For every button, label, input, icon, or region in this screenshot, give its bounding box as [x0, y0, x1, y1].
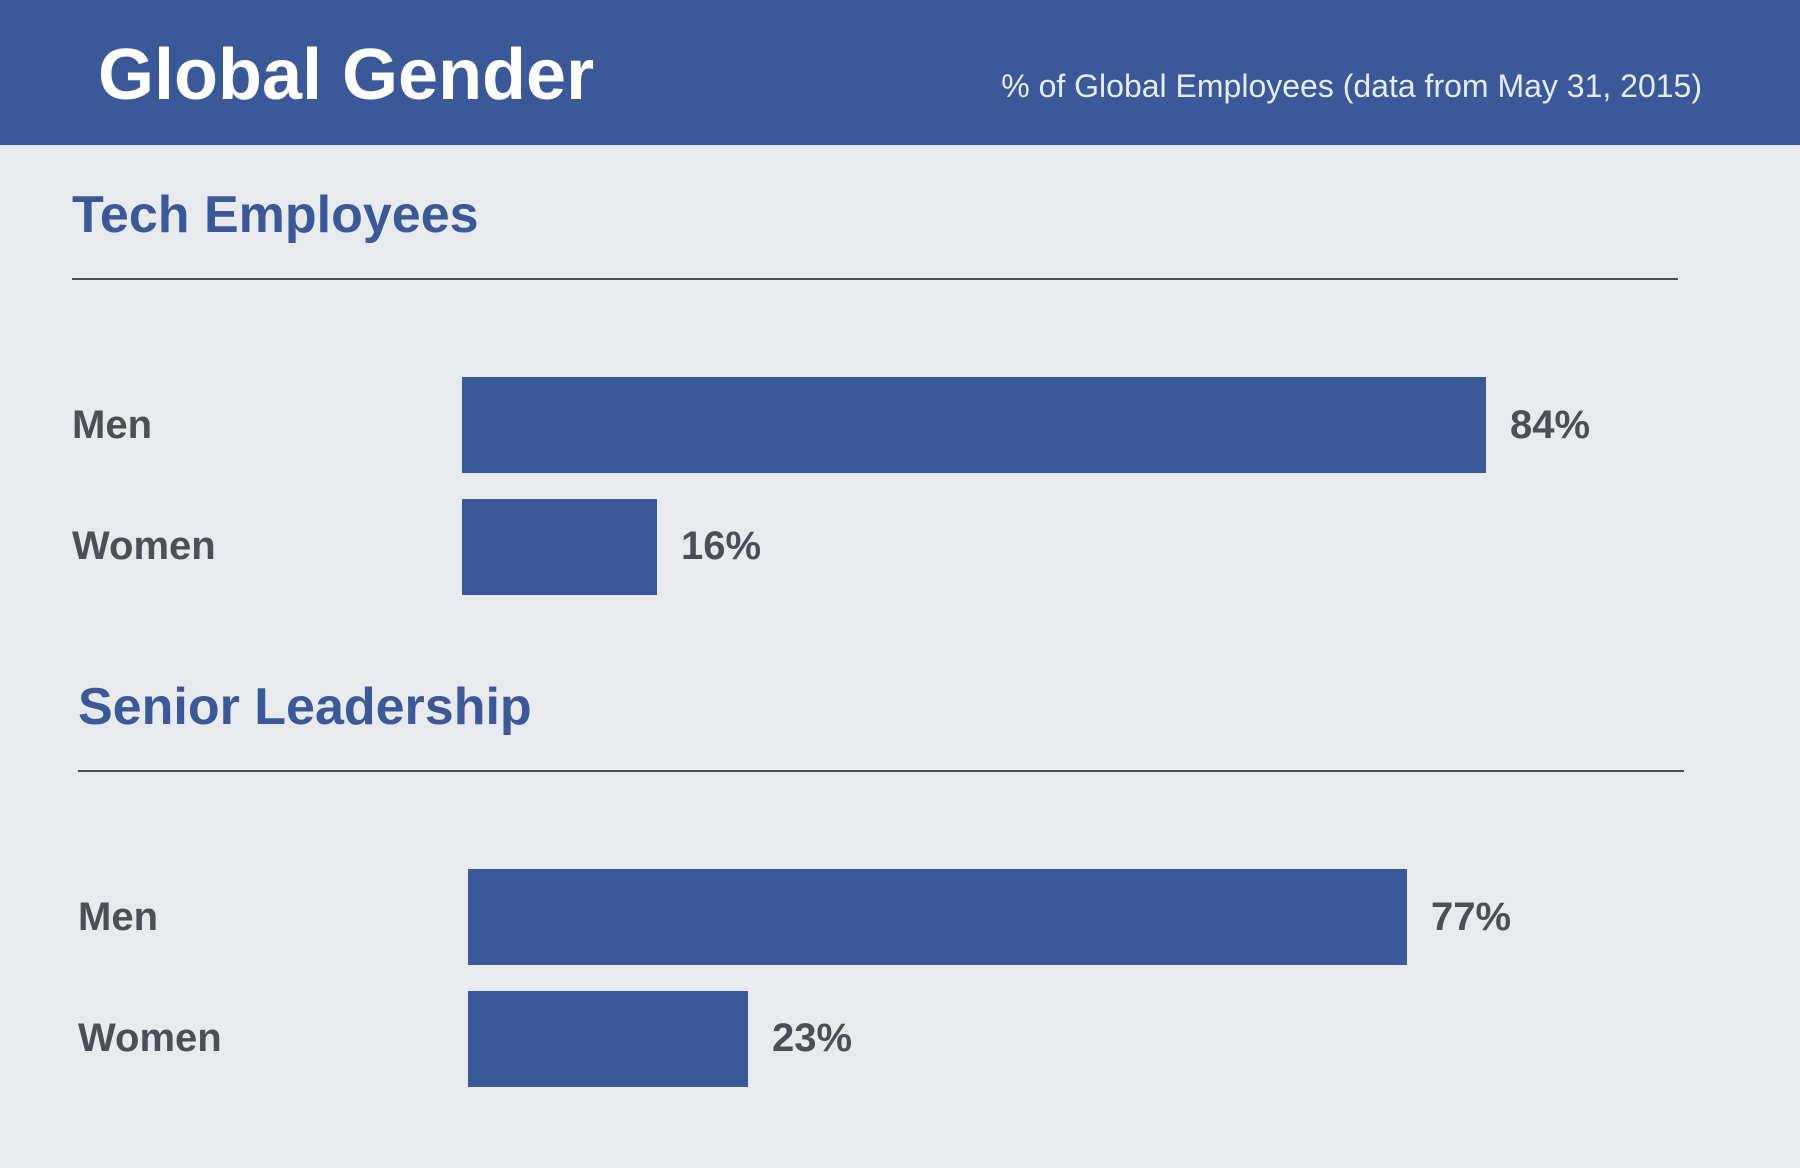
chart-tech-employees: Tech Employees Men 84% Women 16%	[0, 145, 1800, 615]
value-label-women: 16%	[681, 524, 762, 568]
chart-title: Senior Leadership	[78, 678, 532, 736]
bar-men	[462, 377, 1486, 473]
section-divider	[78, 770, 1684, 772]
value-label-women: 23%	[772, 1016, 853, 1060]
category-label-men: Men	[72, 403, 152, 447]
bar-women	[468, 991, 748, 1087]
category-label-women: Women	[72, 524, 216, 568]
value-label-men: 84%	[1510, 403, 1591, 447]
section-divider	[72, 278, 1678, 280]
chart-senior-leadership: Senior Leadership Men 77% Women 23%	[0, 637, 1800, 1107]
page-subtitle: % of Global Employees (data from May 31,…	[1001, 68, 1702, 104]
bar-women	[462, 499, 657, 595]
value-label-men: 77%	[1431, 895, 1512, 939]
category-label-women: Women	[78, 1016, 222, 1060]
chart-title: Tech Employees	[72, 186, 479, 244]
bar-men	[468, 869, 1407, 965]
page-title: Global Gender	[98, 35, 595, 115]
header-banner: Global Gender % of Global Employees (dat…	[0, 0, 1800, 145]
category-label-men: Men	[78, 895, 158, 939]
